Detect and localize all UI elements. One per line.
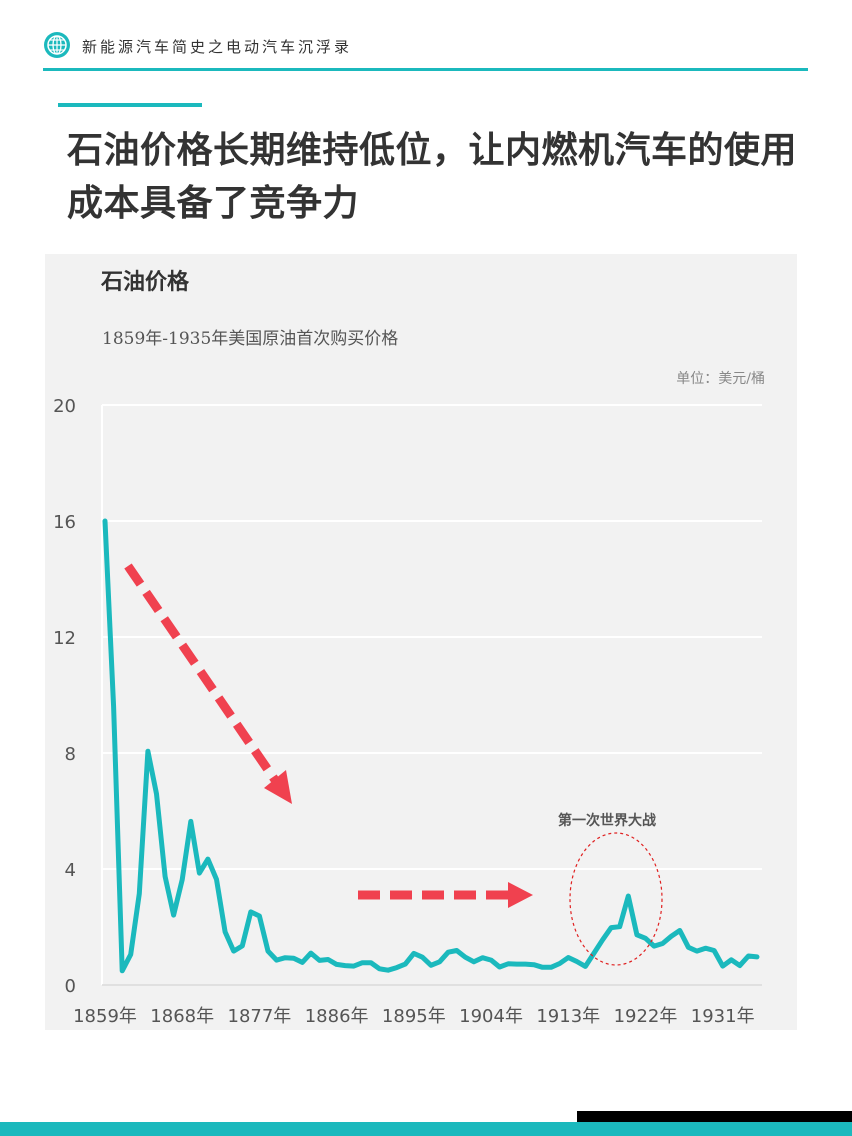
x-tick-label: 1859年 <box>73 1006 137 1027</box>
x-tick-label: 1904年 <box>459 1006 523 1027</box>
x-tick-label: 1877年 <box>228 1006 292 1027</box>
chart-title: 石油价格 <box>101 270 190 295</box>
x-tick-label: 1931年 <box>691 1006 755 1027</box>
x-tick-label: 1886年 <box>305 1006 369 1027</box>
x-tick-label: 1895年 <box>382 1006 446 1027</box>
y-tick-label: 12 <box>53 628 76 649</box>
title-accent-bar <box>58 103 202 107</box>
footer-bar <box>0 1122 852 1136</box>
globe-icon <box>43 31 71 59</box>
chart-unit-label: 单位：美元/桶 <box>676 371 765 387</box>
y-tick-label: 16 <box>53 512 76 533</box>
arrow-down-shaft <box>124 563 279 783</box>
x-tick-label: 1913年 <box>536 1006 600 1027</box>
y-tick-label: 0 <box>65 976 76 997</box>
header-divider <box>43 68 808 71</box>
ww1-label: 第一次世界大战 <box>558 812 656 829</box>
footer-black-block <box>577 1111 852 1123</box>
arrow-right-head <box>508 882 533 908</box>
x-tick-label: 1922年 <box>614 1006 678 1027</box>
y-tick-label: 20 <box>53 396 76 417</box>
series-line <box>102 518 760 974</box>
y-tick-label: 8 <box>65 744 76 765</box>
chart-subtitle: 1859年-1935年美国原油首次购买价格 <box>102 329 399 349</box>
page-title: 石油价格长期维持低位，让内燃机汽车的使用成本具备了竞争力 <box>67 130 798 224</box>
ww1-ellipse <box>569 832 663 966</box>
arrow-down-head <box>264 770 292 804</box>
y-tick-label: 4 <box>65 860 76 881</box>
header-title: 新能源汽车简史之电动汽车沉浮录 <box>82 38 353 56</box>
x-tick-label: 1868年 <box>150 1006 214 1027</box>
